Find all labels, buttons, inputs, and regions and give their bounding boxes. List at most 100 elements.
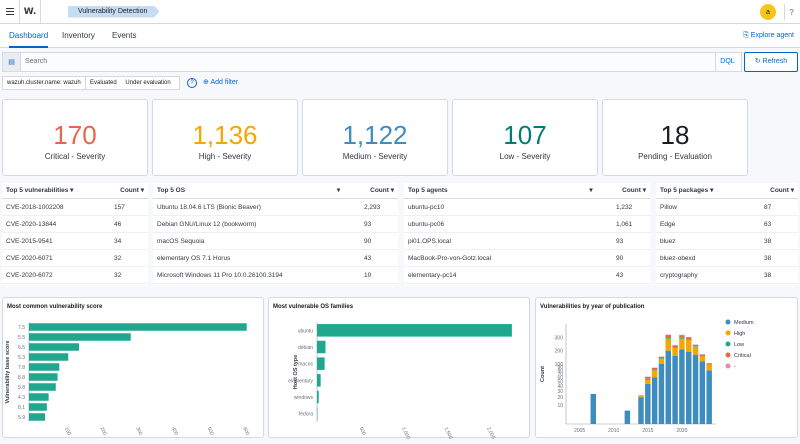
app-logo[interactable]: W.: [19, 0, 41, 24]
tabs-bar: Dashboard Inventory Events ⎘ Explore age…: [0, 24, 800, 48]
filter-cluster-pill[interactable]: wazuh.cluster.name: wazuh: [2, 76, 86, 90]
filter-bar: wazuh.cluster.name: wazuh Evaluated Unde…: [0, 76, 800, 90]
x-tick-label: 2020: [676, 428, 687, 434]
search-input[interactable]: Search: [25, 53, 47, 71]
column-header-count[interactable]: Count ▾: [120, 183, 144, 198]
bar-segment: [700, 361, 705, 424]
column-header-count[interactable]: Count ▾: [622, 183, 646, 198]
search-row: ▤ Search DQL ↻ Refresh: [0, 52, 800, 72]
filter-options-icon[interactable]: ?: [187, 78, 197, 88]
bar-segment: [693, 346, 698, 347]
explore-agent-button[interactable]: ⎘ Explore agent: [743, 24, 794, 48]
column-header-count[interactable]: Count ▾: [370, 183, 394, 198]
tab-inventory[interactable]: Inventory: [62, 24, 95, 48]
legend-swatch: [726, 364, 731, 369]
x-tick-label: 2010: [608, 428, 619, 434]
column-header-vulnerabilities[interactable]: Top 5 vulnerabilities ▾: [6, 183, 73, 198]
filter-under-evaluation[interactable]: Under evaluation: [125, 80, 170, 86]
bar-segment: [666, 351, 671, 424]
breadcrumb[interactable]: Vulnerability Detection: [68, 6, 159, 18]
table-header: Top 5 packages ▾ Count ▾: [656, 183, 798, 199]
table-row[interactable]: Microsoft Windows 11 Pro 10.0.26100.3194…: [153, 267, 398, 284]
refresh-button[interactable]: ↻ Refresh: [744, 52, 798, 72]
column-header-count[interactable]: Count ▾: [770, 183, 794, 198]
table-row[interactable]: Debian GNU/Linux 12 (bookworm)93: [153, 216, 398, 233]
bar-segment: [659, 357, 664, 358]
avatar[interactable]: a: [760, 4, 776, 20]
tab-dashboard[interactable]: Dashboard: [9, 24, 48, 48]
saved-queries-icon[interactable]: ▤: [3, 53, 21, 71]
explore-agent-icon: ⎘: [743, 32, 751, 39]
bar-segment: [625, 411, 630, 424]
bar-segment: [706, 364, 711, 365]
bar-segment: [666, 335, 671, 338]
bar: [29, 333, 131, 341]
bar: [317, 391, 319, 404]
bar-segment: [693, 345, 698, 346]
panel-title: Most vulnerable OS families: [273, 304, 353, 310]
bar-segment: [679, 338, 684, 339]
x-tick-label: 600: [241, 426, 250, 436]
y-tick-label: 5.3: [18, 355, 25, 361]
legend-swatch: [726, 331, 731, 336]
y-tick-label: 8.1: [18, 405, 25, 411]
y-tick-label: 7.5: [18, 325, 25, 331]
bar-segment: [659, 358, 664, 359]
stat-card-high: 1,136 High - Severity: [152, 99, 298, 176]
filter-evaluated[interactable]: Evaluated: [90, 80, 117, 86]
y-tick-label: debian: [298, 345, 313, 351]
x-tick-label: 2,000: [485, 426, 496, 439]
x-tick-label: 300: [134, 426, 143, 436]
bar-segment: [666, 338, 671, 339]
tab-events[interactable]: Events: [112, 24, 136, 48]
column-header-os[interactable]: Top 5 OS ▾: [157, 183, 340, 198]
filter-evaluation-pill[interactable]: Evaluated Under evaluation: [85, 76, 180, 90]
stat-value: 1,136: [153, 120, 297, 150]
add-filter-button[interactable]: ⊕ Add filter: [203, 76, 238, 90]
dql-toggle[interactable]: DQL: [715, 53, 739, 71]
stat-value: 170: [3, 120, 147, 150]
panel-title: Most common vulnerability score: [7, 304, 102, 310]
table-row[interactable]: Ubuntu 18.04.6 LTS (Bionic Beaver)2,293: [153, 199, 398, 216]
x-tick-label: 400: [170, 426, 179, 436]
bar-segment: [679, 335, 684, 336]
y-tick-label: 300: [555, 335, 564, 341]
top-bar: W. Vulnerability Detection a ?: [0, 0, 800, 24]
stat-label: Critical - Severity: [3, 152, 147, 161]
x-tick-label: 1,000: [400, 426, 411, 439]
refresh-icon: ↻: [755, 58, 763, 65]
legend-label: High: [734, 331, 745, 337]
legend-label: Medium: [734, 320, 754, 326]
bar: [29, 353, 68, 361]
help-icon[interactable]: ?: [784, 4, 798, 20]
search-bar[interactable]: ▤ Search DQL: [2, 52, 742, 72]
bar: [317, 374, 321, 387]
column-header-packages[interactable]: Top 5 packages ▾: [660, 183, 713, 198]
y-tick-label: 7.8: [18, 365, 25, 371]
x-tick-label: 2015: [642, 428, 653, 434]
column-header-agents[interactable]: Top 5 agents ▾: [408, 183, 593, 198]
y-tick-label: 5.5: [18, 335, 25, 341]
menu-icon[interactable]: [1, 0, 19, 24]
legend-swatch: [726, 320, 731, 325]
bar-segment: [686, 340, 691, 352]
y-tick-label: 6.5: [18, 345, 25, 351]
